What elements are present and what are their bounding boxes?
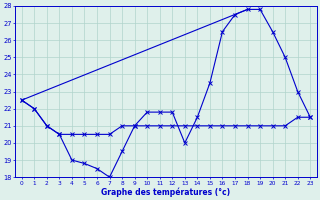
X-axis label: Graphe des températures (°c): Graphe des températures (°c)	[101, 187, 230, 197]
